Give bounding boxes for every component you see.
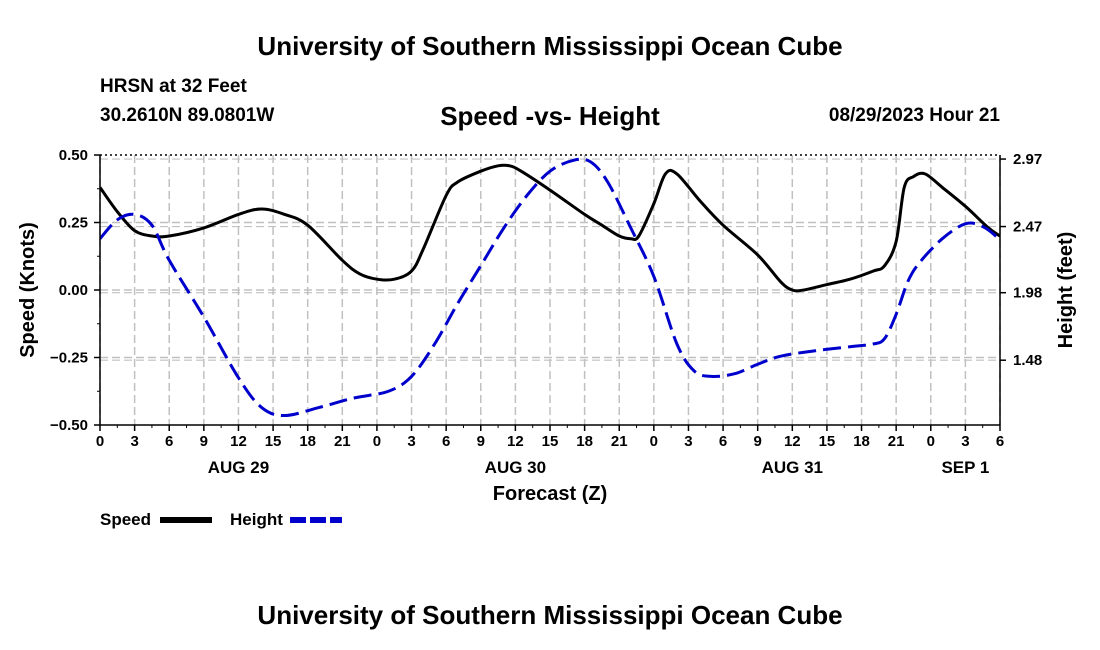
x-tick-label: 0 <box>373 433 381 450</box>
x-tick-label: 3 <box>684 433 692 450</box>
x-tick-label: 6 <box>442 433 450 450</box>
tick-layer: 0 3 6 9 12 15 18 21 0 3 6 9 12 15 18 21 0 3 6 9 12 15 18 21 0 3 6 0… <box>50 147 1042 477</box>
x-day-label: SEP 1 <box>941 458 989 477</box>
y-tick-label: 0.00 <box>59 282 88 299</box>
series-layer <box>100 157 1000 418</box>
y-right-tick-label: 2.47 <box>1013 219 1042 236</box>
y-axis-label-right: Height (feet) <box>1055 232 1077 349</box>
chart-title: Speed -vs- Height <box>440 101 660 131</box>
x-day-label: AUG 29 <box>208 458 269 477</box>
y-right-tick-label: 1.48 <box>1013 352 1042 369</box>
x-tick-label: 21 <box>611 433 628 450</box>
x-tick-label: 0 <box>927 433 935 450</box>
x-tick-label: 9 <box>477 433 485 450</box>
x-tick-label: 0 <box>650 433 658 450</box>
x-tick-label: 12 <box>784 433 801 450</box>
y-right-tick-label: 2.97 <box>1013 151 1042 168</box>
x-tick-label: 0 <box>96 433 104 450</box>
x-day-label: AUG 31 <box>762 458 823 477</box>
x-tick-label: 15 <box>819 433 836 450</box>
grid-layer <box>99 155 1001 425</box>
x-tick-label: 9 <box>200 433 208 450</box>
y-axis-label: Speed (Knots) <box>17 222 39 358</box>
legend: Speed Height <box>100 510 342 529</box>
y-tick-label: −0.50 <box>50 417 88 434</box>
x-tick-label: 6 <box>996 433 1004 450</box>
x-tick-label: 15 <box>542 433 559 450</box>
x-tick-label: 21 <box>888 433 905 450</box>
page-title: University of Southern Mississippi Ocean… <box>257 31 843 61</box>
station-coordinates: 30.2610N 89.0801W <box>100 105 275 126</box>
y-tick-label: 0.25 <box>59 215 88 232</box>
legend-label-speed: Speed <box>100 510 151 529</box>
forecast-datetime: 08/29/2023 Hour 21 <box>828 105 1000 126</box>
x-tick-label: 12 <box>507 433 524 450</box>
x-day-label: AUG 30 <box>485 458 546 477</box>
axis-layer <box>94 154 1006 431</box>
y-tick-label: −0.25 <box>50 350 88 367</box>
footer-title: University of Southern Mississippi Ocean… <box>257 600 843 630</box>
y-right-tick-label: 1.98 <box>1013 285 1042 302</box>
series-line-height <box>100 157 1000 418</box>
series-line-speed <box>100 163 1000 293</box>
x-tick-label: 15 <box>265 433 282 450</box>
x-tick-label: 6 <box>165 433 173 450</box>
x-tick-label: 21 <box>334 433 351 450</box>
station-name: HRSN at 32 Feet <box>100 76 247 97</box>
x-tick-label: 3 <box>130 433 138 450</box>
x-tick-label: 3 <box>407 433 415 450</box>
x-tick-label: 18 <box>576 433 593 450</box>
x-tick-label: 9 <box>754 433 762 450</box>
x-axis-label: Forecast (Z) <box>493 483 607 505</box>
x-tick-label: 12 <box>230 433 247 450</box>
legend-label-height: Height <box>230 510 283 529</box>
x-tick-label: 18 <box>299 433 316 450</box>
x-tick-label: 18 <box>853 433 870 450</box>
x-tick-label: 6 <box>719 433 727 450</box>
y-tick-label: 0.50 <box>59 147 88 164</box>
x-tick-label: 3 <box>961 433 969 450</box>
